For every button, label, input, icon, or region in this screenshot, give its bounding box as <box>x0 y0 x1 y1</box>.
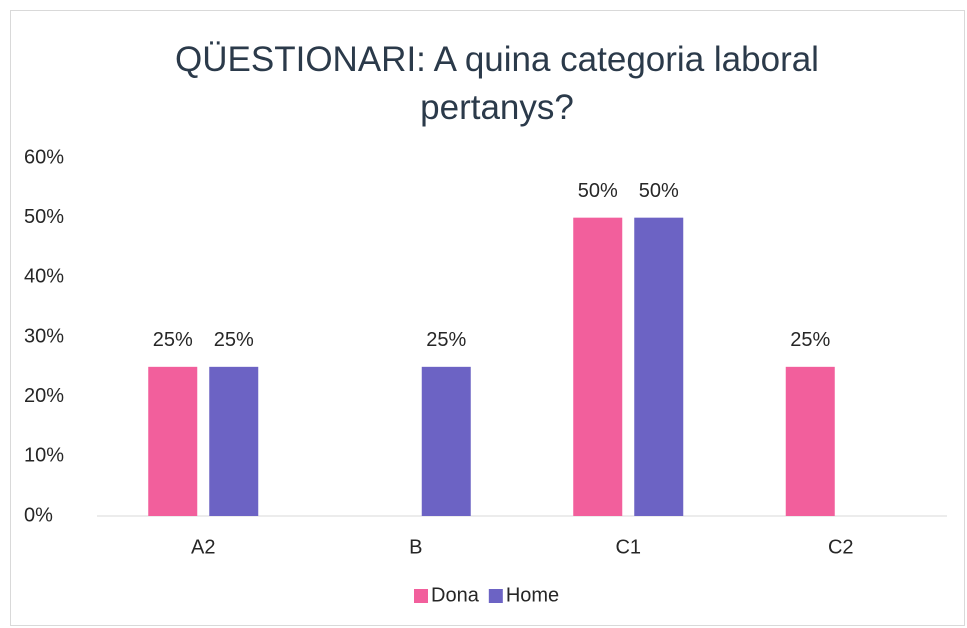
legend-swatch <box>488 589 503 603</box>
data-label: 25% <box>790 329 830 351</box>
chart-border <box>10 10 965 626</box>
chart-title: QÜESTIONARI: A quina categoria laboral p… <box>175 40 819 127</box>
bar <box>148 366 198 516</box>
data-label: 50% <box>639 180 679 202</box>
bar <box>634 217 684 516</box>
data-label: 50% <box>578 180 618 202</box>
bar <box>573 217 623 516</box>
data-label: 25% <box>426 329 466 351</box>
bar <box>209 366 259 516</box>
data-label: 25% <box>153 329 193 351</box>
y-tick-label: 40% <box>24 266 64 288</box>
data-label: 25% <box>214 329 254 351</box>
bar <box>421 366 471 516</box>
x-tick-label: C1 <box>615 536 641 558</box>
y-tick-label: 30% <box>24 325 64 347</box>
x-tick-label: A2 <box>191 536 215 558</box>
legend-label: Home <box>506 584 559 606</box>
x-tick-label: B <box>409 536 422 558</box>
y-tick-label: 10% <box>24 445 64 467</box>
legend-label: Dona <box>431 584 480 606</box>
y-tick-label: 20% <box>24 385 64 407</box>
bar <box>785 366 835 516</box>
y-tick-label: 0% <box>24 504 53 526</box>
x-tick-label: C2 <box>828 536 854 558</box>
y-tick-label: 50% <box>24 206 64 228</box>
y-tick-label: 60% <box>24 146 64 168</box>
legend-swatch <box>414 589 428 603</box>
